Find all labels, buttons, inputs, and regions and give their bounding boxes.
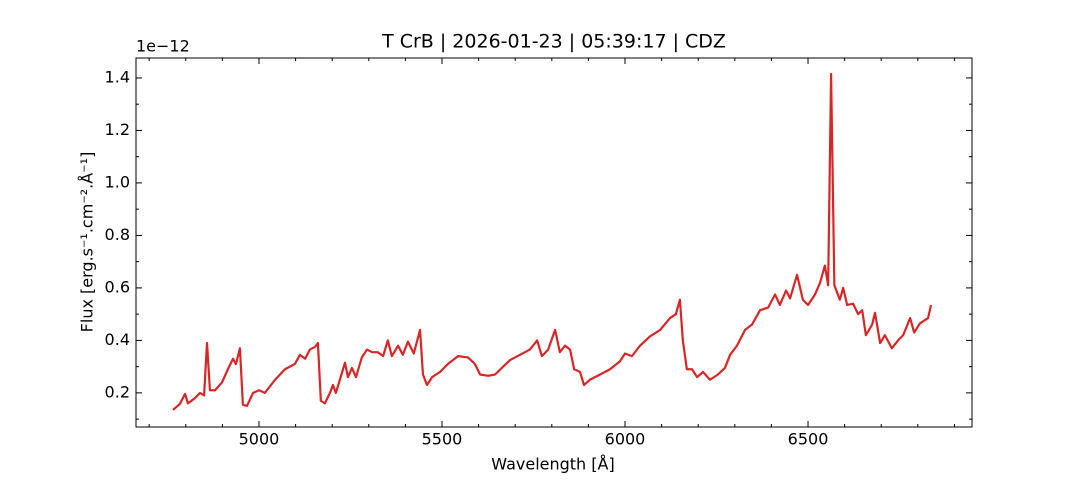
y-tick-label: 0.8 <box>105 225 130 244</box>
offset-text: 1e−12 <box>136 37 190 56</box>
y-tick-label: 0.2 <box>105 382 130 401</box>
y-axis-label: Flux [erg.s⁻¹.cm⁻².Å⁻¹] <box>78 152 97 333</box>
x-tick-label: 6500 <box>788 430 829 449</box>
plot-frame <box>135 57 973 428</box>
x-tick-label: 5500 <box>422 430 463 449</box>
y-tick-label: 1.4 <box>105 67 130 86</box>
y-tick-label: 0.6 <box>105 277 130 296</box>
x-axis-label: Wavelength [Å] <box>491 455 614 474</box>
x-tick-label: 6000 <box>605 430 646 449</box>
y-tick-label: 1.2 <box>105 120 130 139</box>
spectrum-line <box>172 72 933 411</box>
y-tick-label: 1.0 <box>105 172 130 191</box>
chart-title: T CrB | 2026-01-23 | 05:39:17 | CDZ <box>381 31 726 53</box>
x-tick-label: 5000 <box>239 430 280 449</box>
y-tick-label: 0.4 <box>105 330 130 349</box>
